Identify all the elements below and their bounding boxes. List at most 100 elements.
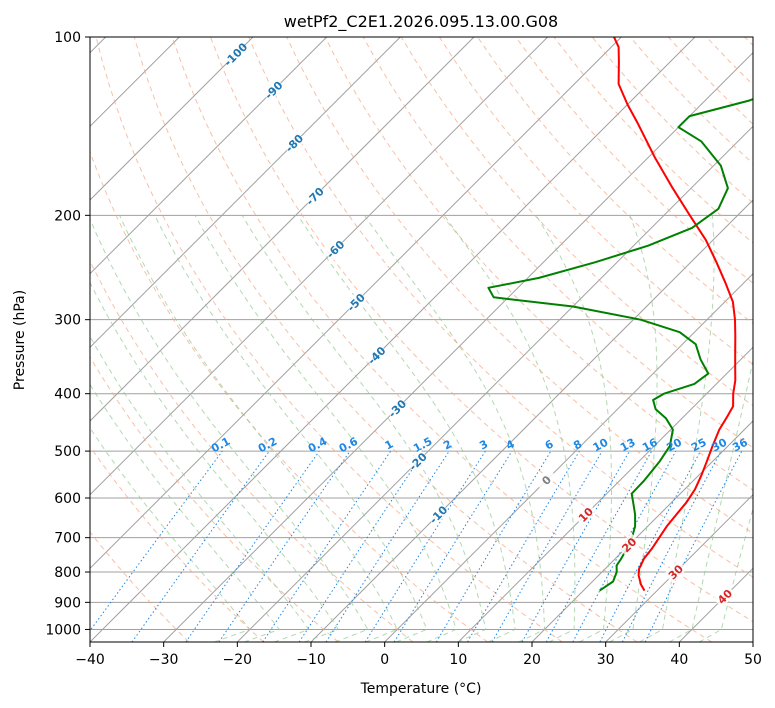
- isotherm-line: [457, 346, 753, 642]
- y-tick-label: 800: [54, 565, 81, 581]
- x-tick-label: 20: [523, 652, 541, 668]
- mixing-ratio-label: 13: [618, 436, 638, 455]
- moist-adiabat-line: [297, 215, 516, 642]
- y-tick-label: 900: [54, 595, 81, 611]
- y-axis-label: Pressure (hPa): [12, 290, 28, 390]
- isotherm-label-bg: [343, 290, 368, 314]
- moist-adiabat-line: [639, 215, 715, 642]
- mixing-ratio-line: [393, 450, 513, 642]
- isotherm-label-bg: [302, 184, 327, 208]
- dry-adiabat-line: [90, 150, 488, 642]
- chart-title: wetPf2_C2E1.2026.095.13.00.G08: [284, 12, 558, 32]
- dry-adiabat-line: [90, 259, 414, 642]
- isotherm-label-bg: [405, 449, 430, 473]
- mixing-ratio-line: [545, 450, 653, 642]
- isotherm-label-bg: [663, 560, 687, 584]
- isotherm-label-bg: [364, 343, 388, 367]
- y-tick-label: 300: [54, 313, 81, 329]
- moist-adiabat-line: [90, 335, 310, 642]
- isotherm-label-bg: [385, 396, 409, 420]
- moist-adiabat-line: [154, 215, 428, 642]
- dry-adiabat-line: [90, 531, 190, 642]
- x-tick-label: −30: [149, 652, 179, 668]
- background-lines: [90, 37, 753, 642]
- x-tick-label: 10: [449, 652, 467, 668]
- axes: −40 −30 −20 −10 0 10 20 30 40 50 1000 900 800 700 600 5…: [45, 30, 762, 668]
- profile-lines: [487, 37, 753, 592]
- x-tick-label: −20: [223, 652, 253, 668]
- isotherm-label-bg: [712, 584, 737, 608]
- dewpoint-line: [487, 98, 753, 592]
- dry-adiabat-line: [515, 37, 753, 284]
- isotherm-line: [90, 37, 622, 570]
- x-tick-label: 0: [380, 652, 389, 668]
- mixing-ratio-line: [298, 450, 425, 642]
- dry-adiabat-line: [90, 445, 264, 642]
- mixing-ratio-label: 36: [730, 436, 750, 455]
- dry-adiabat-line: [171, 37, 712, 642]
- isotherm-line: [384, 272, 753, 642]
- moist-adiabat-line: [443, 215, 576, 642]
- mixing-ratio-line: [325, 450, 450, 642]
- mixing-ratio-label: 16: [640, 436, 660, 455]
- moist-adiabat-line: [241, 215, 487, 642]
- moist-adiabat-line: [90, 281, 340, 642]
- isotherm-line: [90, 37, 254, 201]
- isotherm-label-bg: [323, 237, 347, 261]
- dry-adiabat-line: [95, 37, 563, 642]
- mixing-ratio-label: 10: [591, 436, 611, 455]
- dry-adiabat-line: [438, 37, 753, 366]
- y-tick-label: 600: [54, 491, 81, 507]
- mixing-ratio-label: 20: [664, 436, 684, 455]
- mixing-ratio-line: [262, 450, 392, 642]
- isotherm-line: [90, 37, 549, 496]
- dry-adiabat-line: [286, 37, 753, 534]
- isotherm-line: [90, 37, 475, 422]
- isotherm-label-bg: [426, 502, 450, 526]
- moist-adiabat-line: [535, 215, 612, 642]
- mixing-ratio-label: 30: [710, 436, 730, 455]
- isotherm-line: [236, 125, 753, 642]
- isotherm-label-bg: [261, 78, 285, 102]
- y-tick-label: 1000: [45, 622, 81, 638]
- dry-adiabat-line: [400, 37, 753, 407]
- dry-adiabat-line: [210, 37, 753, 623]
- dry-adiabat-line: [248, 37, 753, 578]
- x-tick-label: 40: [670, 652, 688, 668]
- mixing-ratio-line: [90, 450, 223, 632]
- y-tick-label: 500: [54, 444, 81, 460]
- isotherm-line: [90, 37, 328, 275]
- isotherm-line: [605, 493, 753, 642]
- isotherm-label-bg: [223, 42, 247, 66]
- isotherm-line: [90, 37, 696, 642]
- x-tick-label: −40: [75, 652, 105, 668]
- moist-adiabat-line: [90, 217, 369, 642]
- x-axis-label: Temperature (°C): [360, 681, 482, 697]
- y-tick-label: 200: [54, 208, 81, 224]
- x-tick-label: 50: [744, 652, 762, 668]
- isotherm-label-bg: [617, 532, 641, 557]
- mixing-ratio-line: [131, 450, 270, 642]
- plot-frame: [89, 36, 754, 643]
- mixing-ratio-label: 25: [689, 436, 709, 455]
- mixing-ratio-line: [572, 450, 677, 642]
- y-tick-label: 100: [54, 30, 81, 46]
- dry-adiabat-line: [90, 356, 339, 642]
- isotherm-label-bg: [534, 468, 558, 492]
- mixing-ratio-line: [644, 450, 743, 642]
- mixing-ratio-line: [521, 450, 630, 642]
- x-tick-label: 30: [597, 652, 615, 668]
- y-tick-label: 700: [54, 531, 81, 547]
- isotherm-line: [163, 51, 753, 642]
- y-tick-label: 400: [54, 387, 81, 403]
- mixing-ratio-line: [218, 450, 351, 642]
- moist-adiabat-line: [194, 215, 457, 642]
- x-tick-label: −10: [296, 652, 326, 668]
- mixing-ratio-line: [185, 450, 320, 642]
- temperature-line: [613, 37, 737, 592]
- isotherm-label-bg: [282, 131, 306, 155]
- moist-adiabat-line: [609, 215, 658, 642]
- isotherm-label-bg: [573, 502, 598, 526]
